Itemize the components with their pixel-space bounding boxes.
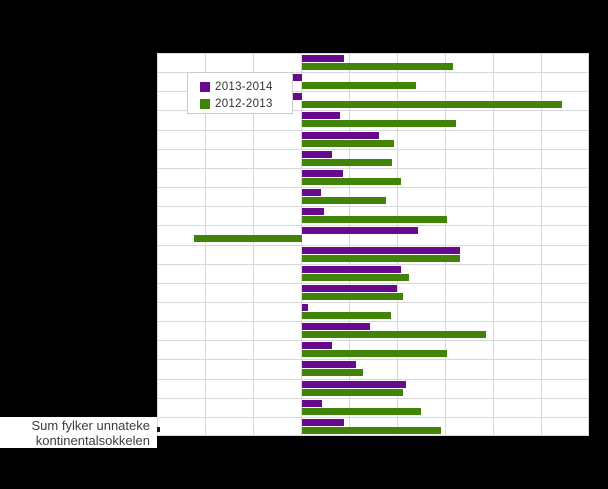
gridline-horizontal	[157, 168, 589, 169]
gridline-horizontal	[157, 130, 589, 131]
legend-item-2012-2013[interactable]: 2012-2013	[200, 96, 292, 111]
category-label-line1: Sum fylker unnateke	[31, 418, 150, 433]
gridline-vertical	[253, 53, 254, 436]
bar-2013-2014	[302, 170, 343, 177]
bar-2012-2013	[302, 159, 392, 166]
gridline-vertical	[301, 53, 302, 436]
gridline-vertical	[445, 53, 446, 436]
bar-2013-2014	[302, 304, 308, 311]
bar-2012-2013	[302, 120, 456, 127]
gridline-horizontal	[157, 283, 589, 284]
bar-2013-2014	[302, 400, 322, 407]
gridline-horizontal	[157, 110, 589, 111]
gridline-horizontal	[157, 264, 589, 265]
bar-2013-2014	[302, 285, 397, 292]
gridline-horizontal	[157, 340, 589, 341]
legend: 2013-2014 2012-2013	[187, 72, 293, 114]
gridline-vertical	[157, 53, 158, 436]
gridline-horizontal	[157, 321, 589, 322]
bar-2012-2013	[302, 274, 409, 281]
bar-2012-2013	[302, 331, 486, 338]
legend-label: 2013-2014	[215, 80, 273, 93]
bar-2012-2013	[302, 255, 460, 262]
gridline-horizontal	[157, 72, 589, 73]
bar-2013-2014	[302, 247, 460, 254]
bar-2013-2014	[302, 227, 418, 234]
gridline-horizontal	[157, 417, 589, 418]
bar-2013-2014	[302, 208, 324, 215]
legend-label: 2012-2013	[215, 97, 273, 110]
category-axis-label-sum-fylker: Sum fylker unnateke kontinentalsokkelen	[0, 417, 157, 448]
bar-2012-2013	[302, 82, 416, 89]
bar-2012-2013	[302, 427, 441, 434]
bar-2013-2014	[302, 342, 332, 349]
gridline-horizontal	[157, 53, 589, 54]
bar-2013-2014	[302, 112, 340, 119]
gridline-vertical	[349, 53, 350, 436]
bar-2012-2013	[302, 389, 403, 396]
plot-area	[157, 53, 589, 436]
gridline-horizontal	[157, 302, 589, 303]
bar-2012-2013	[302, 350, 447, 357]
bar-2012-2013	[302, 63, 453, 70]
gridline-vertical	[541, 53, 542, 436]
gridline-horizontal	[157, 206, 589, 207]
gridline-horizontal	[157, 225, 589, 226]
bar-2013-2014	[302, 151, 332, 158]
bar-2012-2013	[302, 101, 562, 108]
bar-2012-2013	[302, 369, 363, 376]
gridline-horizontal	[157, 187, 589, 188]
gridline-vertical	[493, 53, 494, 436]
category-label-line2: kontinentalsokkelen	[35, 433, 150, 448]
bar-2012-2013	[302, 408, 421, 415]
bar-2012-2013	[302, 293, 403, 300]
axis-tick-mark	[157, 427, 160, 432]
bar-2013-2014	[302, 132, 379, 139]
bar-2013-2014	[302, 381, 406, 388]
bar-2012-2013	[302, 140, 394, 147]
bar-2012-2013	[194, 235, 302, 242]
gridline-horizontal	[157, 149, 589, 150]
gridline-horizontal	[157, 398, 589, 399]
legend-color-swatch-2013-2014	[200, 81, 210, 92]
legend-color-swatch-2012-2013	[200, 98, 210, 109]
bar-2013-2014	[302, 323, 370, 330]
bar-2013-2014	[293, 74, 302, 81]
bar-2013-2014	[302, 419, 344, 426]
gridline-horizontal	[157, 435, 589, 436]
bar-2012-2013	[302, 178, 401, 185]
bar-2012-2013	[302, 312, 391, 319]
legend-item-2013-2014[interactable]: 2013-2014	[200, 79, 292, 94]
bar-2013-2014	[302, 55, 344, 62]
gridline-horizontal	[157, 91, 589, 92]
bar-2012-2013	[302, 197, 386, 204]
gridline-horizontal	[157, 359, 589, 360]
gridline-vertical	[205, 53, 206, 436]
bar-2013-2014	[302, 361, 356, 368]
gridline-horizontal	[157, 379, 589, 380]
gridline-vertical	[588, 53, 589, 436]
bar-2013-2014	[302, 189, 321, 196]
gridline-vertical	[397, 53, 398, 436]
bar-2012-2013	[302, 216, 447, 223]
bar-2013-2014	[302, 266, 401, 273]
bar-2013-2014	[293, 93, 302, 100]
gridline-horizontal	[157, 245, 589, 246]
